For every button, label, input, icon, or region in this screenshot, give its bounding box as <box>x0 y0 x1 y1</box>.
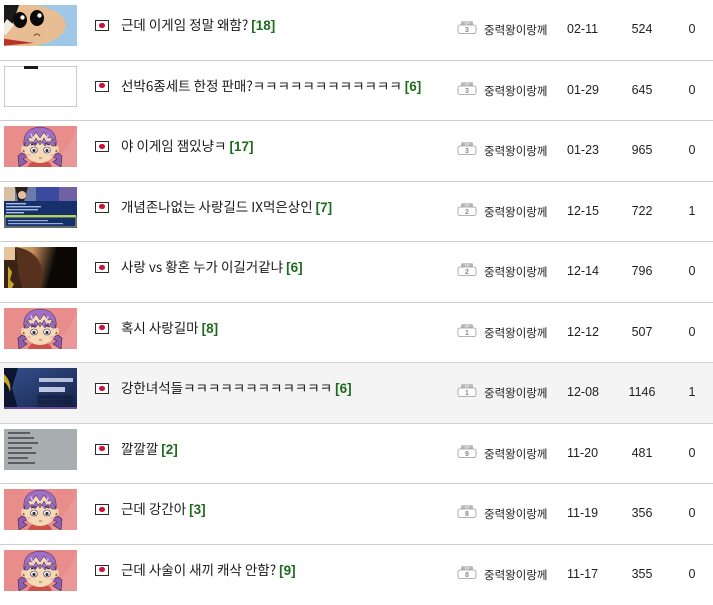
svg-text:3: 3 <box>465 27 469 34</box>
svg-text:8: 8 <box>465 571 469 578</box>
svg-text:3: 3 <box>465 87 469 94</box>
svg-text:2: 2 <box>465 208 469 215</box>
svg-text:1: 1 <box>465 390 469 397</box>
svg-text:9: 9 <box>465 450 469 457</box>
svg-text:3: 3 <box>465 148 469 155</box>
svg-text:8: 8 <box>465 511 469 518</box>
svg-text:2: 2 <box>465 269 469 276</box>
svg-text:1: 1 <box>465 329 469 336</box>
